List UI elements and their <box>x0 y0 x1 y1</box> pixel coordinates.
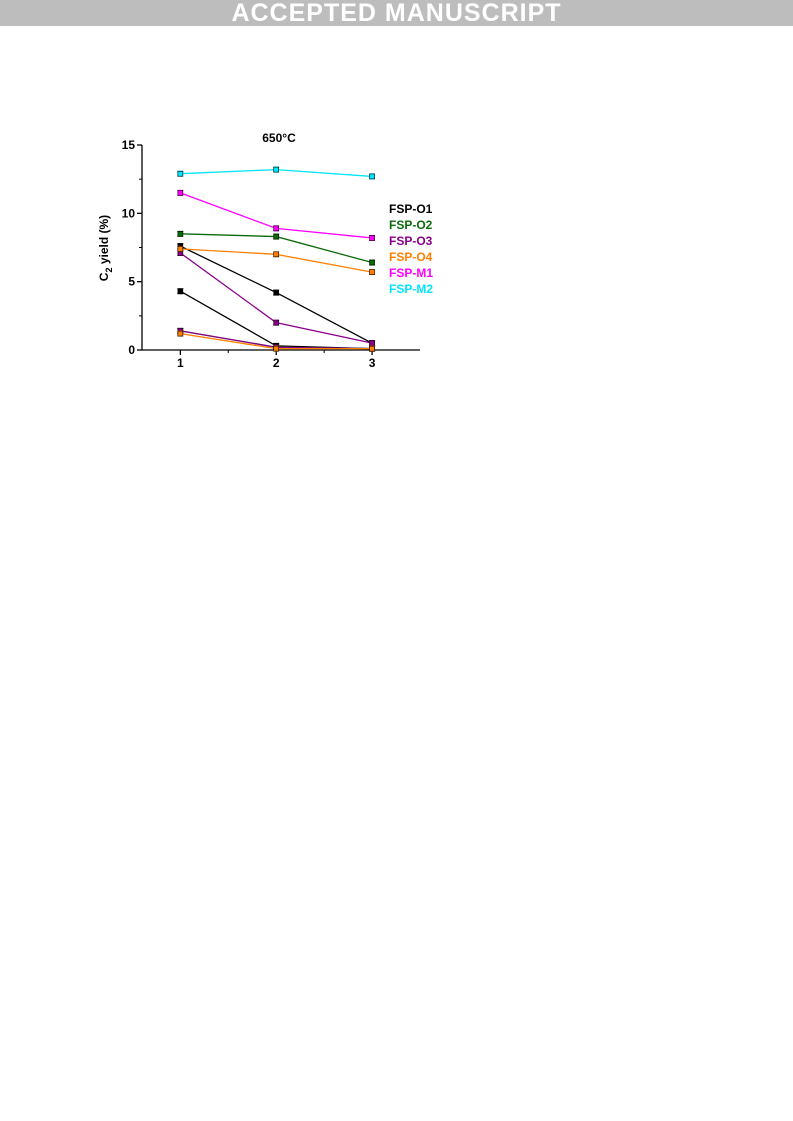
legend-entry: FSP-M1 <box>389 266 433 280</box>
data-point <box>177 246 184 252</box>
legend-entry: FSP-O1 <box>389 202 433 216</box>
legend-entry: FSP-M2 <box>389 282 433 296</box>
y-axis-label: C2 yield (%) <box>97 215 114 281</box>
axes: 0 5 10 15 1 2 3 <box>122 138 420 370</box>
c2-yield-chart: 650°C 0 5 10 15 1 2 3 FSP-O1 FSP-O2 FSP-O3 FSP-O4… <box>97 131 433 370</box>
y-tick-label: 5 <box>128 275 135 289</box>
data-point <box>369 269 375 275</box>
x-tick-label: 2 <box>273 356 280 370</box>
data-point <box>369 345 375 352</box>
y-axis-label-subscript: 2 <box>104 268 114 273</box>
data-point <box>273 225 280 232</box>
series-fsp-m2 <box>177 166 376 180</box>
x-tick-label: 3 <box>369 356 376 370</box>
data-point <box>177 170 184 177</box>
data-point <box>369 173 375 180</box>
data-point <box>369 235 375 241</box>
data-point <box>273 166 280 173</box>
data-point <box>273 319 280 326</box>
y-tick-label: 15 <box>122 138 136 152</box>
data-point <box>273 289 280 296</box>
series-fsp-o4 <box>177 245 376 276</box>
legend-entry: FSP-O4 <box>389 250 433 264</box>
legend-entry: FSP-O3 <box>389 234 433 248</box>
data-point <box>177 231 184 237</box>
series-fsp-o3 <box>177 249 376 347</box>
banner-text: ACCEPTED MANUSCRIPT <box>231 0 562 27</box>
y-tick-label: 0 <box>128 343 135 357</box>
chart-title: 650°C <box>262 131 296 145</box>
series-fsp-o2 <box>177 230 376 266</box>
accepted-manuscript-banner: ACCEPTED MANUSCRIPT <box>0 0 793 26</box>
series-fsp-o4 <box>177 330 376 352</box>
y-axis-label-rest: yield (%) <box>97 215 111 268</box>
legend-entry: FSP-O2 <box>389 218 433 232</box>
y-tick-label: 10 <box>122 206 136 220</box>
data-point <box>273 251 280 258</box>
data-point <box>177 190 184 196</box>
series-layer <box>177 166 376 352</box>
series-fsp-m1 <box>177 189 376 241</box>
data-point <box>369 340 375 346</box>
series-fsp-o1 <box>177 243 376 347</box>
data-point <box>273 233 280 240</box>
data-point <box>177 288 184 295</box>
data-point <box>369 259 375 266</box>
legend: FSP-O1 FSP-O2 FSP-O3 FSP-O4 FSP-M1 FSP-M2 <box>389 202 433 296</box>
data-point <box>273 345 280 352</box>
data-point <box>177 330 184 337</box>
y-axis-label-main: C <box>97 272 111 281</box>
x-tick-label: 1 <box>177 356 184 370</box>
